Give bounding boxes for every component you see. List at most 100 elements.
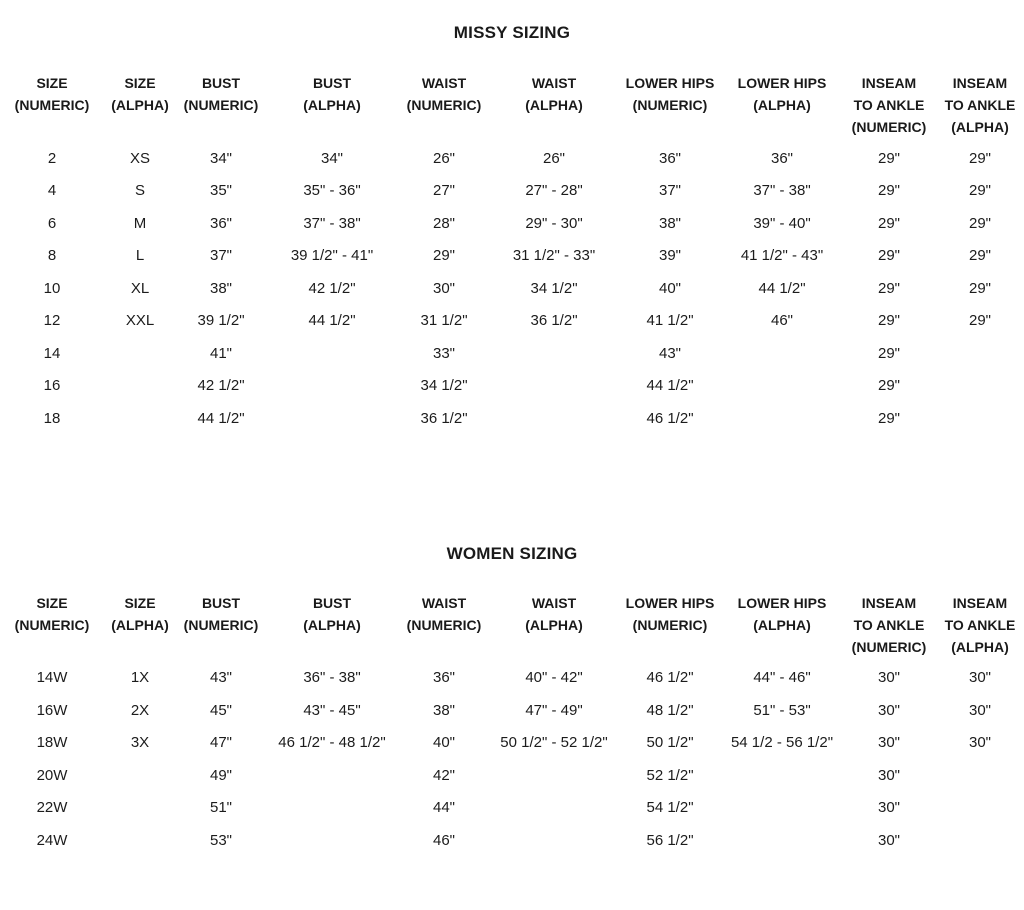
column-header-inseam_alpha: INSEAM TO ANKLE (ALPHA) xyxy=(944,75,1016,135)
header-row: SIZE (NUMERIC) SIZE (ALPHA) BUST (NUMERIC)… xyxy=(0,592,1024,662)
table-row: 2 XS 34" 34" 26" 26" 36" 36" 29" 29" xyxy=(0,142,1024,175)
column-header-bust_alpha: BUST (ALPHA) xyxy=(303,75,361,113)
cell-waist_numeric: 31 1/2" xyxy=(420,312,468,330)
cell-lower_hips_alpha xyxy=(722,792,842,825)
cell-bust_numeric: 41" xyxy=(209,344,232,362)
cell-inseam_numeric: 29" xyxy=(877,149,900,167)
cell-size_alpha xyxy=(104,824,176,857)
cell-lower_hips_alpha xyxy=(722,824,842,857)
cell-size_numeric: 2 xyxy=(47,149,57,167)
column-header-lower_hips_alpha: LOWER HIPS (ALPHA) xyxy=(737,594,827,633)
cell-bust_numeric: 38" xyxy=(209,279,232,297)
cell-waist_numeric: 30" xyxy=(432,279,455,297)
cell-lower_hips_numeric: 37" xyxy=(658,182,681,200)
cell-size_numeric: 14W xyxy=(36,669,68,687)
cell-inseam_numeric: 29" xyxy=(877,279,900,297)
cell-inseam_numeric: 29" xyxy=(877,214,900,232)
cell-lower_hips_numeric: 54 1/2" xyxy=(646,799,694,817)
cell-inseam_alpha: 30" xyxy=(968,701,991,719)
cell-lower_hips_numeric: 48 1/2" xyxy=(646,701,694,719)
cell-inseam_numeric: 30" xyxy=(877,669,900,687)
cell-waist_numeric: 26" xyxy=(432,149,455,167)
cell-lower_hips_numeric: 56 1/2" xyxy=(646,831,694,849)
cell-inseam_alpha: 29" xyxy=(968,279,991,297)
cell-waist_alpha: 29" - 30" xyxy=(525,214,583,232)
cell-lower_hips_alpha: 39" - 40" xyxy=(753,214,811,232)
table-row: 14W 1X 43" 36" - 38" 36" 40" - 42" 46 1/2" 44" … xyxy=(0,662,1024,695)
cell-bust_numeric: 43" xyxy=(209,669,232,687)
table-row: 18W 3X 47" 46 1/2" - 48 1/2" 40" 50 1/2" - 52… xyxy=(0,727,1024,760)
cell-waist_alpha xyxy=(490,402,618,435)
cell-size_numeric: 12 xyxy=(43,312,61,330)
cell-lower_hips_alpha xyxy=(722,370,842,403)
cell-waist_alpha xyxy=(490,337,618,370)
cell-bust_alpha xyxy=(266,792,398,825)
cell-inseam_numeric: 29" xyxy=(877,344,900,362)
cell-lower_hips_numeric: 50 1/2" xyxy=(646,734,694,752)
cell-waist_numeric: 40" xyxy=(432,734,455,752)
cell-size_alpha: L xyxy=(135,247,145,265)
header-row: SIZE (NUMERIC) SIZE (ALPHA) BUST (NUMERIC)… xyxy=(0,72,1024,142)
cell-bust_alpha xyxy=(266,370,398,403)
cell-waist_alpha: 26" xyxy=(542,149,565,167)
column-header-bust_numeric: BUST (NUMERIC) xyxy=(183,75,259,113)
cell-size_alpha xyxy=(104,792,176,825)
cell-waist_numeric: 28" xyxy=(432,214,455,232)
cell-bust_numeric: 44 1/2" xyxy=(197,409,245,427)
table-row: 20W 49" 42" 52 1/2" 30" xyxy=(0,759,1024,792)
cell-bust_numeric: 36" xyxy=(209,214,232,232)
table-row: 24W 53" 46" 56 1/2" 30" xyxy=(0,824,1024,857)
column-header-bust_numeric: BUST (NUMERIC) xyxy=(183,594,259,633)
cell-size_numeric: 24W xyxy=(36,831,68,849)
cell-inseam_numeric: 29" xyxy=(877,182,900,200)
cell-inseam_numeric: 29" xyxy=(877,377,900,395)
cell-waist_numeric: 36" xyxy=(432,669,455,687)
cell-size_alpha: XL xyxy=(130,279,150,297)
column-header-lower_hips_alpha: LOWER HIPS (ALPHA) xyxy=(737,75,827,113)
cell-size_alpha xyxy=(104,370,176,403)
cell-bust_alpha xyxy=(266,402,398,435)
cell-bust_numeric: 51" xyxy=(209,799,232,817)
cell-waist_alpha: 47" - 49" xyxy=(525,701,583,719)
missy-sizing-table: SIZE (NUMERIC) SIZE (ALPHA) BUST (NUMERIC)… xyxy=(0,72,1024,435)
cell-size_alpha: XXL xyxy=(125,312,155,330)
column-header-inseam_alpha: INSEAM TO ANKLE (ALPHA) xyxy=(944,594,1016,655)
cell-waist_alpha: 27" - 28" xyxy=(525,182,583,200)
cell-bust_alpha: 37" - 38" xyxy=(303,214,361,232)
cell-lower_hips_alpha xyxy=(722,402,842,435)
cell-size_numeric: 22W xyxy=(36,799,68,817)
table-row: 10 XL 38" 42 1/2" 30" 34 1/2" 40" 44 1/2" 29" 29" xyxy=(0,272,1024,305)
cell-waist_numeric: 38" xyxy=(432,701,455,719)
column-header-waist_alpha: WAIST (ALPHA) xyxy=(525,594,583,633)
cell-inseam_alpha: 30" xyxy=(968,669,991,687)
women-sizing-title: WOMEN SIZING xyxy=(446,543,578,563)
cell-lower_hips_numeric: 43" xyxy=(658,344,681,362)
cell-inseam_alpha xyxy=(936,759,1024,792)
cell-waist_numeric: 29" xyxy=(432,247,455,265)
cell-bust_numeric: 39 1/2" xyxy=(197,312,245,330)
cell-waist_numeric: 46" xyxy=(432,831,455,849)
cell-waist_alpha xyxy=(490,824,618,857)
table-row: 6 M 36" 37" - 38" 28" 29" - 30" 38" 39" - 40" 29… xyxy=(0,207,1024,240)
cell-bust_numeric: 53" xyxy=(209,831,232,849)
cell-bust_alpha: 34" xyxy=(320,149,343,167)
cell-bust_alpha: 39 1/2" - 41" xyxy=(290,247,374,265)
cell-size_numeric: 18W xyxy=(36,734,68,752)
cell-bust_numeric: 35" xyxy=(209,182,232,200)
cell-lower_hips_numeric: 39" xyxy=(658,247,681,265)
cell-bust_alpha: 46 1/2" - 48 1/2" xyxy=(278,734,386,752)
table-row: 12 XXL 39 1/2" 44 1/2" 31 1/2" 36 1/2" 41 1/2"… xyxy=(0,305,1024,338)
cell-lower_hips_numeric: 36" xyxy=(658,149,681,167)
table-row: 18 44 1/2" 36 1/2" 46 1/2" 29" xyxy=(0,402,1024,435)
cell-lower_hips_alpha: 46" xyxy=(770,312,793,330)
cell-bust_alpha xyxy=(266,337,398,370)
cell-lower_hips_numeric: 46 1/2" xyxy=(646,409,694,427)
column-header-bust_alpha: BUST (ALPHA) xyxy=(303,594,361,633)
cell-lower_hips_alpha: 44 1/2" xyxy=(758,279,806,297)
cell-inseam_numeric: 30" xyxy=(877,766,900,784)
cell-inseam_alpha: 30" xyxy=(968,734,991,752)
cell-waist_numeric: 33" xyxy=(432,344,455,362)
cell-lower_hips_alpha: 44" - 46" xyxy=(753,669,811,687)
cell-inseam_numeric: 29" xyxy=(877,312,900,330)
cell-inseam_alpha: 29" xyxy=(968,312,991,330)
